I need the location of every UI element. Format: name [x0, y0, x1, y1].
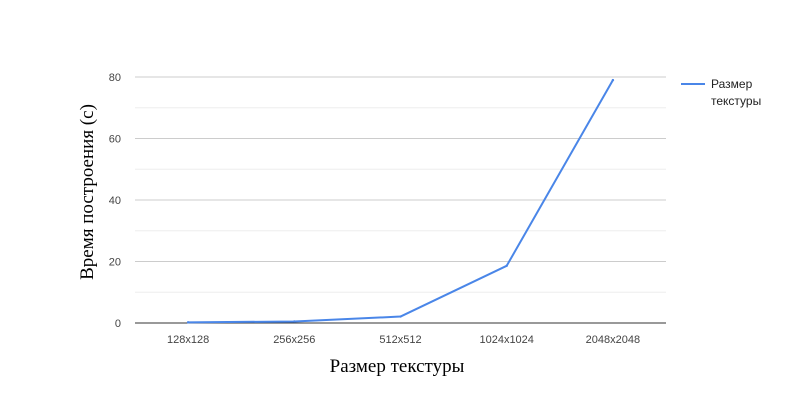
- y-tick-label: 40: [109, 195, 121, 207]
- y-tick-label: 20: [109, 257, 121, 269]
- x-tick-label: 128x128: [167, 334, 209, 346]
- y-tick-label: 80: [109, 72, 121, 84]
- x-tick-label: 256x256: [273, 334, 315, 346]
- x-tick-label: 1024x1024: [479, 334, 533, 346]
- x-tick-label: 512x512: [379, 334, 421, 346]
- legend-label-line-1: Размер: [711, 77, 753, 91]
- series-line: [187, 79, 614, 324]
- y-tick-label: 60: [109, 134, 121, 146]
- y-axis-ticks: 0 20 40 60 80: [109, 72, 121, 330]
- legend: Размер текстуры: [681, 77, 761, 108]
- x-axis-ticks: 128x128 256x256 512x512 1024x1024 2048x2048: [167, 334, 640, 346]
- data-point: [293, 320, 296, 323]
- major-grid: [135, 76, 666, 262]
- data-point: [505, 264, 508, 268]
- y-axis-title: Время построения (с): [77, 104, 98, 280]
- legend-label-line-2: текстуры: [711, 94, 761, 108]
- series-layer: [186, 78, 615, 324]
- minor-grid: [135, 107, 666, 293]
- data-point: [611, 78, 615, 82]
- data-point: [186, 321, 190, 324]
- x-tick-label: 2048x2048: [586, 334, 640, 346]
- y-tick-label: 0: [115, 318, 121, 330]
- x-axis-title: Размер текстуры: [330, 356, 465, 377]
- data-point: [399, 315, 402, 318]
